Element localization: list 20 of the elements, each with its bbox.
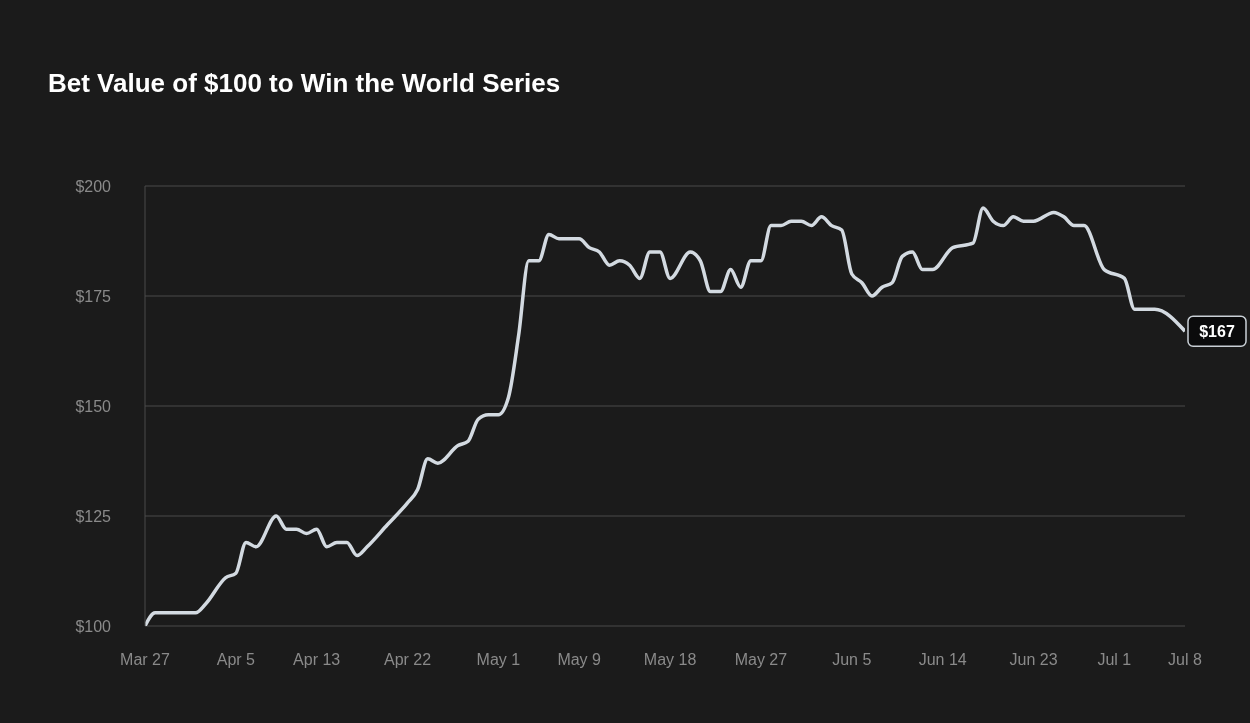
x-tick-label: Jul 1 [1097, 651, 1132, 669]
x-tick-label: Jun 14 [918, 651, 967, 669]
x-tick-label: May 9 [557, 651, 602, 669]
x-tick-label: Mar 27 [120, 651, 170, 669]
x-tick-label: May 18 [643, 651, 697, 669]
x-tick-label: Jun 5 [832, 651, 872, 669]
x-tick-label: Apr 13 [293, 651, 341, 669]
y-tick-label: $125 [75, 507, 112, 525]
x-tick-label: Jul 8 [1168, 651, 1202, 669]
x-tick-label: Apr 5 [216, 651, 256, 669]
x-tick-label: Jun 23 [1009, 651, 1058, 669]
y-tick-label: $200 [75, 177, 112, 195]
chart-title: Bet Value of $100 to Win the World Series [48, 68, 561, 99]
x-tick-label: May 27 [734, 651, 788, 669]
y-tick-label: $100 [75, 617, 112, 635]
annotation: $167 [1199, 323, 1235, 341]
y-tick-label: $150 [75, 397, 112, 415]
x-tick-label: Apr 22 [383, 651, 432, 669]
x-tick-label: May 1 [476, 651, 521, 669]
y-tick-label: $175 [75, 287, 112, 305]
